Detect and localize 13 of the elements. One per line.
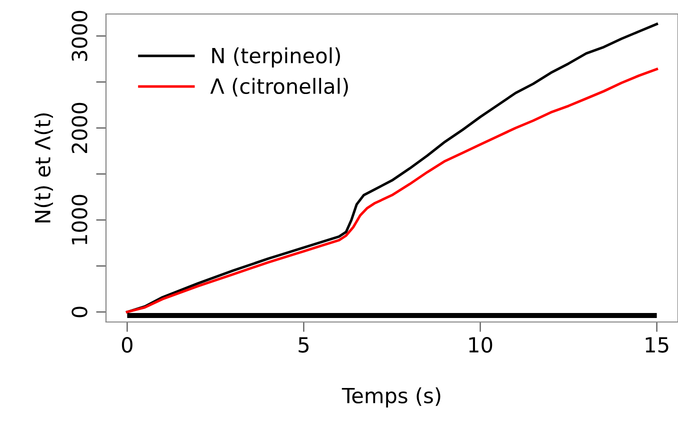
y-tick-label: 2000 (72, 102, 88, 153)
x-axis-title: Temps (s) (342, 387, 440, 408)
legend-label: Λ (citronellal) (210, 78, 348, 96)
legend-label: N (terpineol) (212, 47, 340, 68)
x-tick-label: 5 (298, 337, 309, 353)
y-tick-label: 3000 (72, 10, 88, 61)
line-series (126, 68, 658, 314)
y-axis-title: N(t) et Λ(t) (34, 113, 53, 222)
x-tick-label: 15 (646, 337, 668, 353)
y-tick-label: 1000 (72, 194, 88, 244)
x-tick-label: 0 (122, 336, 132, 353)
y-tick-label: 0 (72, 306, 88, 318)
x-tick-label: 10 (469, 336, 492, 353)
